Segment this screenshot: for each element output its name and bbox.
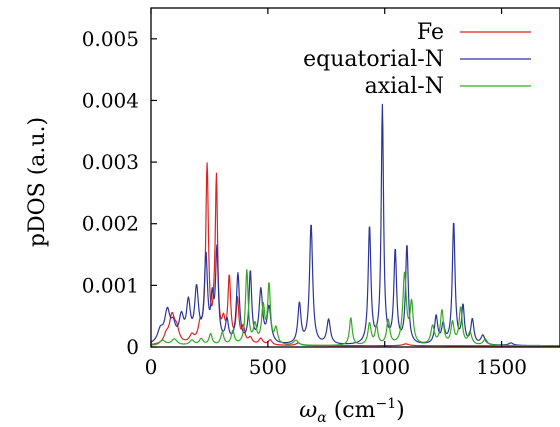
x-axis-label-unit: (cm: [327, 398, 376, 423]
plot-frame: [150, 7, 560, 348]
x-axis-label-subscript: α: [317, 410, 327, 426]
x-tick-label: 1000: [359, 355, 410, 379]
x-tick-label: 500: [249, 355, 287, 379]
y-tick-label: 0.005: [82, 27, 139, 51]
x-axis-label-symbol: ω: [299, 398, 317, 423]
y-tick-label: 0.003: [82, 150, 139, 174]
x-tick-label: 1500: [476, 355, 527, 379]
series-layer: [150, 103, 560, 347]
ticks-layer: 0 500 1000 1500 0 0.001 0.002 0.003 0.004 0.005: [82, 8, 527, 379]
y-tick-label: 0.001: [82, 273, 139, 297]
y-tick-label: 0: [126, 335, 139, 359]
series-line-axial-n: [150, 268, 560, 347]
y-tick-label: 0.002: [82, 212, 139, 236]
legend-label-axial-n: axial-N: [365, 74, 444, 99]
y-tick-label: 0.004: [82, 88, 139, 112]
x-axis-label: ωα (cm−1): [299, 396, 404, 426]
legend-label-fe: Fe: [417, 20, 444, 45]
legend-label-equatorial-n: equatorial-N: [303, 47, 444, 72]
x-axis-label-close: ): [396, 398, 405, 423]
x-tick-label: 0: [145, 355, 158, 379]
y-axis-label: pDOS (a.u.): [25, 117, 50, 247]
series-line-fe: [150, 162, 560, 347]
x-axis-label-exponent: −1: [375, 396, 396, 412]
series-line-equatorial-n: [150, 103, 560, 347]
